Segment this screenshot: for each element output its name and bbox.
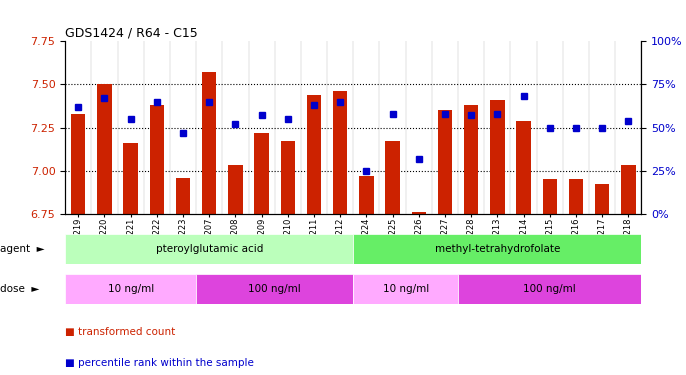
Text: 100 ng/ml: 100 ng/ml: [248, 284, 301, 294]
Bar: [65, 234, 353, 264]
Text: agent  ►: agent ►: [0, 244, 45, 254]
Bar: [595, 184, 609, 214]
Bar: [464, 105, 478, 214]
Bar: [543, 179, 557, 214]
Bar: [176, 177, 190, 214]
Bar: [65, 274, 196, 304]
Bar: [202, 72, 217, 214]
Text: 10 ng/ml: 10 ng/ml: [108, 284, 154, 294]
Text: ■ percentile rank within the sample: ■ percentile rank within the sample: [65, 357, 254, 368]
Bar: [196, 274, 353, 304]
Text: 100 ng/ml: 100 ng/ml: [523, 284, 576, 294]
Bar: [458, 274, 641, 304]
Text: 10 ng/ml: 10 ng/ml: [383, 284, 429, 294]
Bar: [353, 234, 641, 264]
Bar: [412, 212, 426, 214]
Bar: [150, 105, 164, 214]
Bar: [569, 179, 583, 214]
Bar: [621, 165, 635, 214]
Bar: [438, 110, 452, 214]
Text: methyl-tetrahydrofolate: methyl-tetrahydrofolate: [435, 244, 560, 254]
Text: ■ transformed count: ■ transformed count: [65, 327, 176, 338]
Bar: [281, 141, 295, 214]
Bar: [307, 95, 321, 214]
Bar: [228, 165, 243, 214]
Bar: [490, 100, 504, 214]
Bar: [255, 133, 269, 214]
Text: GDS1424 / R64 - C15: GDS1424 / R64 - C15: [65, 26, 198, 39]
Bar: [353, 274, 458, 304]
Bar: [97, 84, 112, 214]
Bar: [359, 176, 374, 214]
Bar: [333, 91, 347, 214]
Bar: [71, 114, 86, 214]
Bar: [517, 121, 531, 214]
Bar: [386, 141, 400, 214]
Text: dose  ►: dose ►: [0, 284, 39, 294]
Bar: [123, 143, 138, 214]
Text: pteroylglutamic acid: pteroylglutamic acid: [156, 244, 263, 254]
